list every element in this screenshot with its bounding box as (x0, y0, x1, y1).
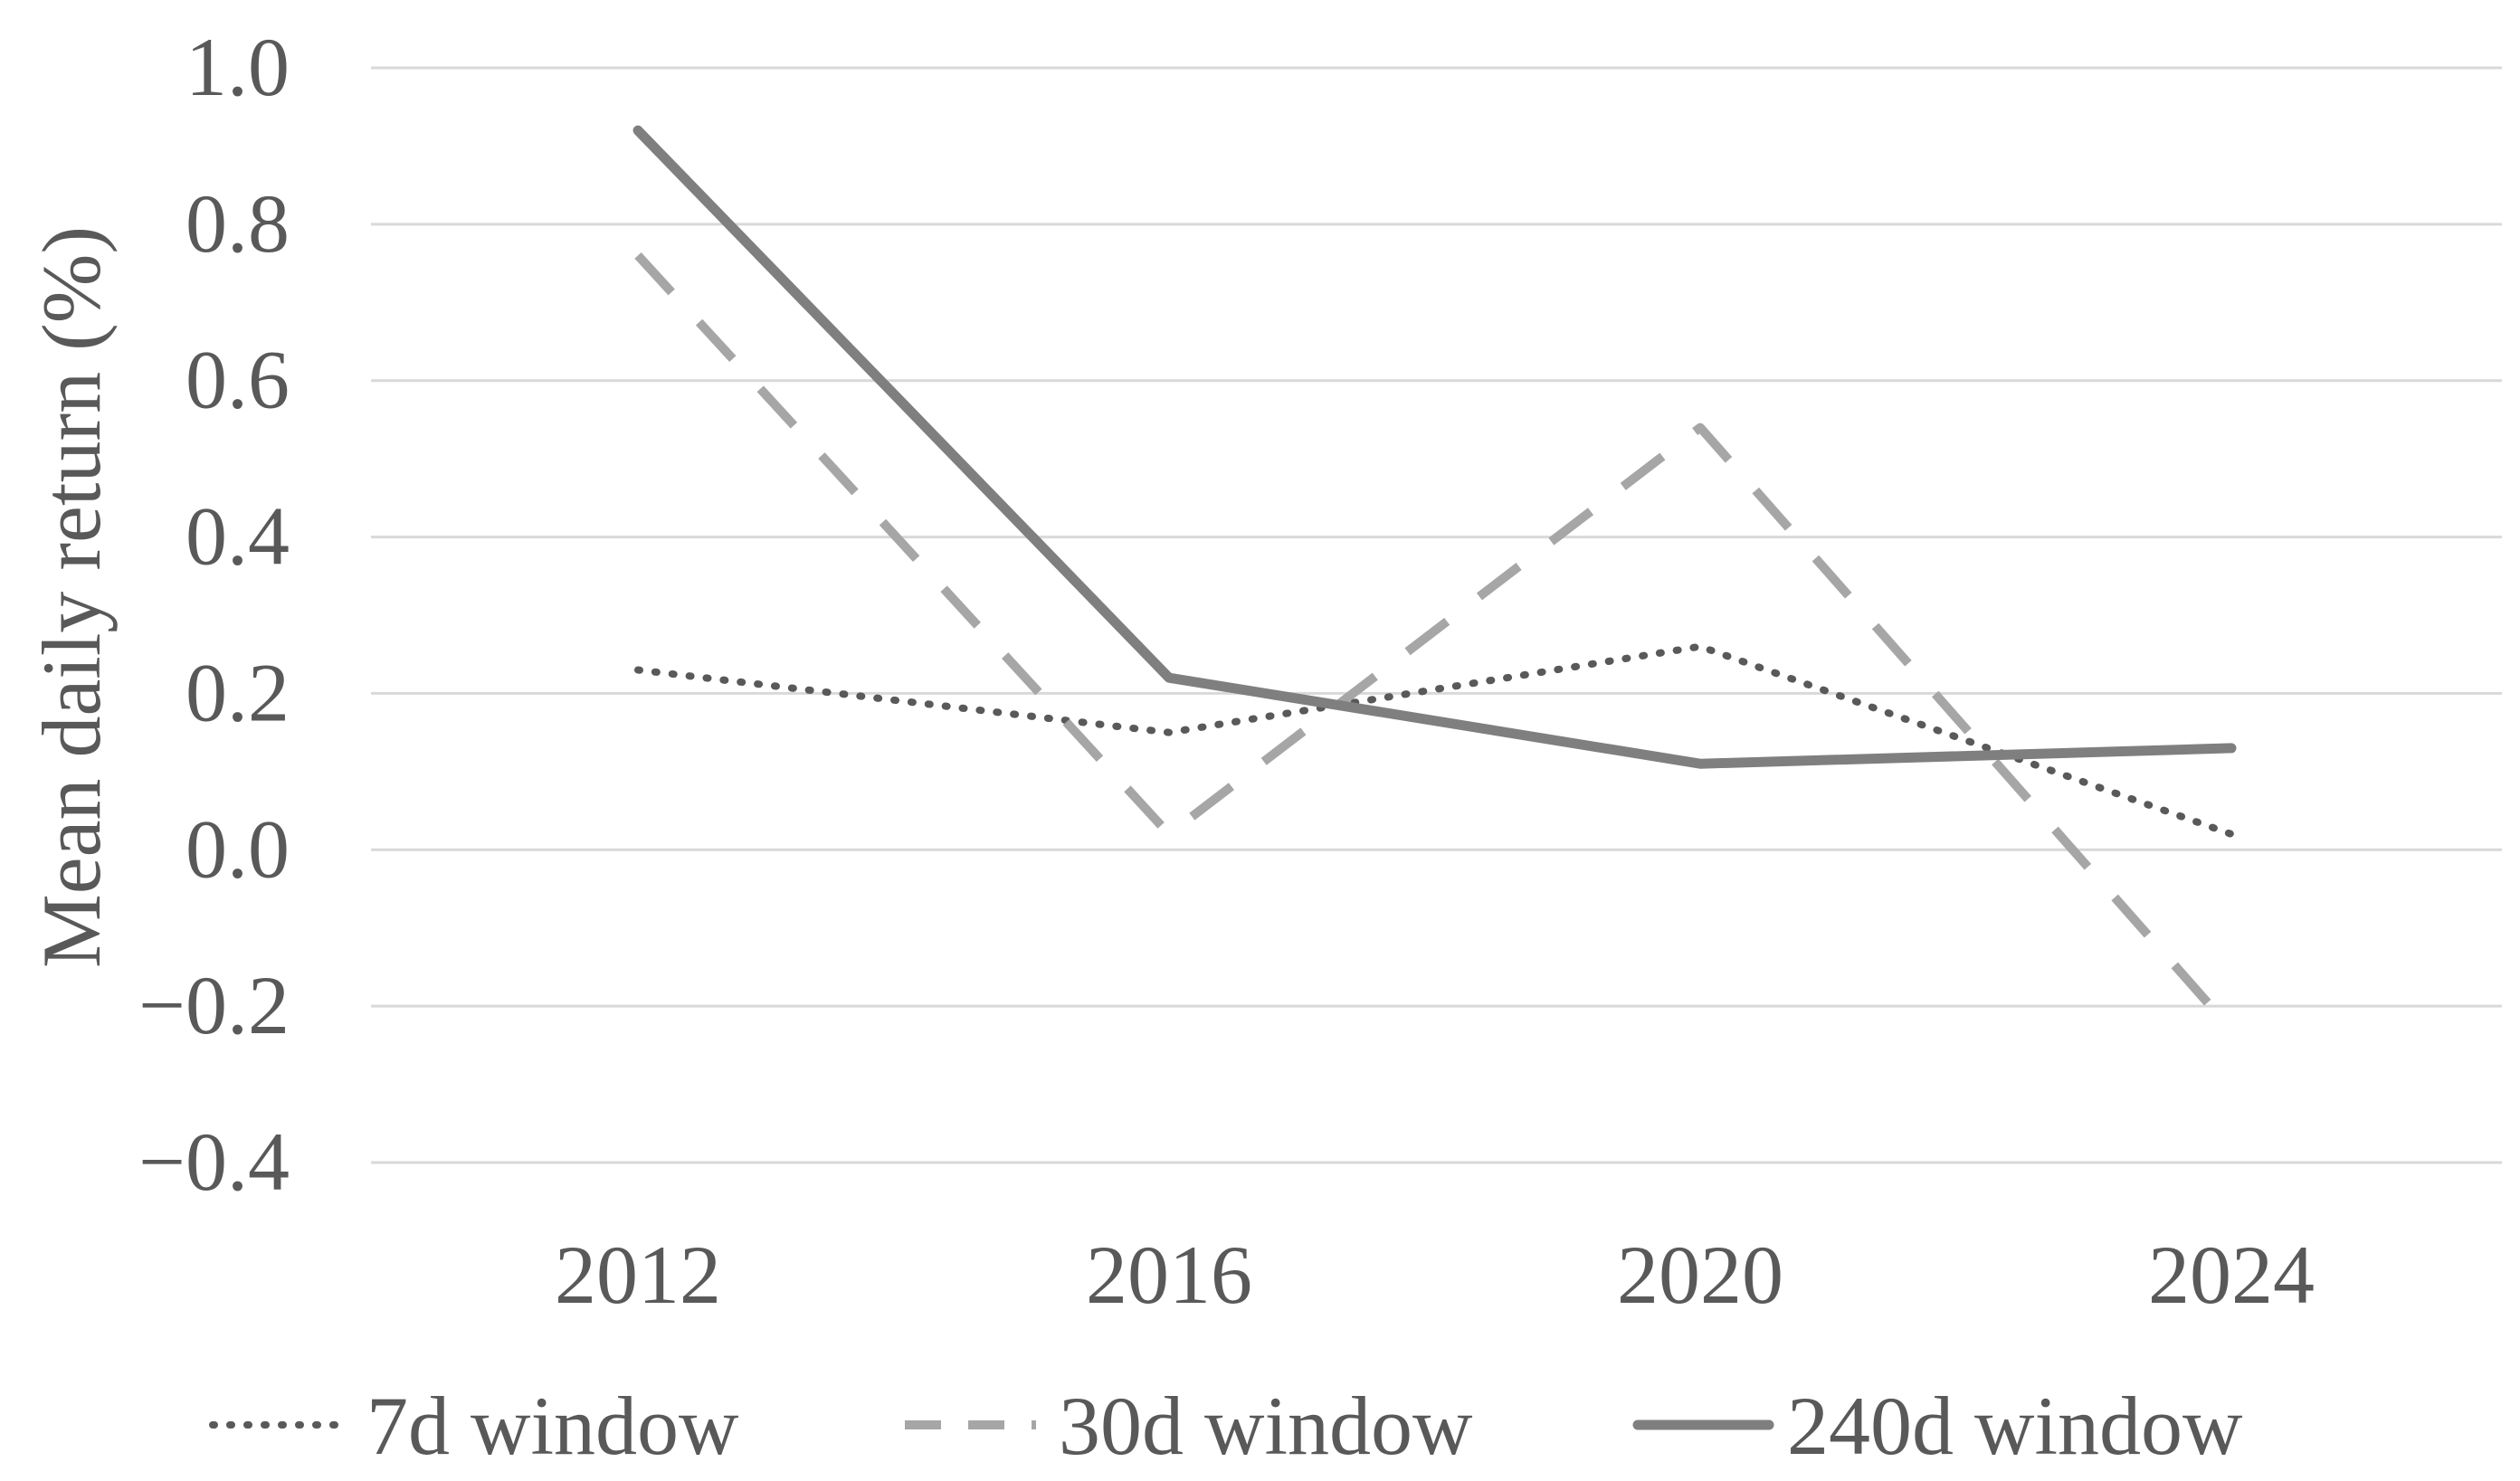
legend: 7d window 30d window 240d window (209, 1380, 2243, 1472)
x-tick-label: 2016 (1086, 1229, 1252, 1321)
x-tick-label: 2020 (1617, 1229, 1783, 1321)
x-tick-label: 2024 (2148, 1229, 2315, 1321)
y-tick-label: 1.0 (185, 21, 290, 113)
series-line-30d-window (634, 252, 2235, 1033)
legend-label: 30d window (1059, 1380, 1473, 1472)
series-line-7d-window (634, 642, 2235, 838)
y-tick-label: 0.8 (185, 177, 290, 270)
x-tick-label: 2012 (555, 1229, 721, 1321)
y-tick-label: 0.6 (185, 334, 290, 426)
x-axis-ticks: 2012 2016 2020 2024 (555, 1229, 2315, 1321)
gridlines (371, 66, 2502, 1164)
y-axis-ticks: 1.0 0.8 0.6 0.4 0.2 0.0 −0.2 −0.4 (138, 21, 290, 1208)
series-line-240d-window (632, 125, 2237, 769)
legend-item: 240d window (1632, 1380, 2243, 1472)
y-tick-label: 0.0 (185, 802, 290, 895)
y-tick-label: 0.4 (185, 490, 290, 583)
series-lines (632, 125, 2237, 1033)
legend-item: 7d window (209, 1380, 739, 1472)
legend-label: 7d window (366, 1380, 739, 1472)
y-axis-title: Mean daily return (%) (25, 226, 118, 968)
y-tick-label: 0.2 (185, 646, 290, 738)
legend-label: 240d window (1787, 1380, 2243, 1472)
y-tick-label: −0.2 (138, 959, 290, 1051)
legend-item: 30d window (905, 1380, 1473, 1472)
y-tick-label: −0.4 (138, 1115, 290, 1208)
